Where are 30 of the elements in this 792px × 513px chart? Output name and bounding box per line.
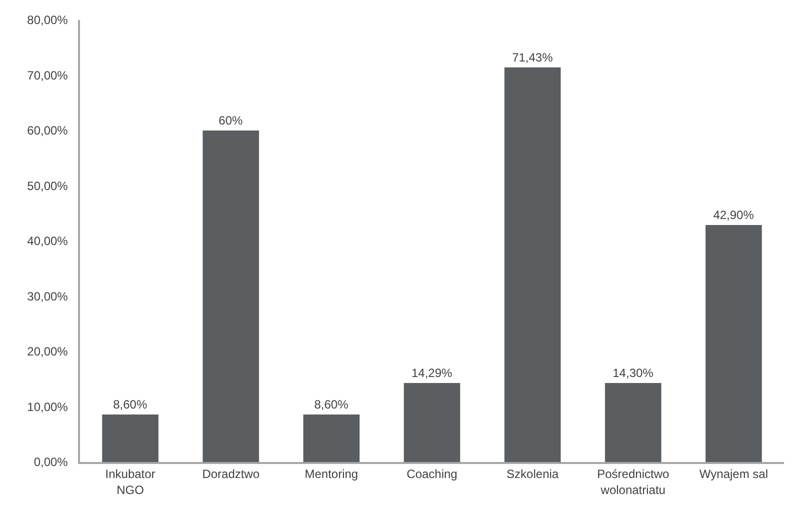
bar [404,383,460,462]
bar [303,414,360,462]
y-tick-label: 50,00% [27,178,68,193]
data-label: 42,90% [713,208,754,222]
x-tick-label: Inkubator NGO [105,467,156,497]
bar [604,382,662,462]
y-tick-label: 80,00% [27,13,68,28]
x-tick-label: Wynajem sal [699,467,768,482]
y-tick-label: 40,00% [27,234,68,248]
y-tick-label: 0,00% [34,455,68,470]
data-label: 71,43% [512,50,554,64]
x-tick-label: Doradztwo [202,467,260,482]
x-tick-label: Coaching [406,467,458,482]
bar [504,67,561,462]
y-tick-label: 70,00% [27,68,68,82]
y-tick-label: 20,00% [27,344,68,359]
data-label: 60% [218,114,244,128]
bar [102,414,158,462]
data-label: 14,29% [411,366,453,380]
x-tick-label: Pośrednictwo wolonatriatu [597,467,670,497]
y-tick-label: 10,00% [27,400,68,414]
data-label: 8,60% [314,397,349,412]
bar [706,224,762,462]
x-tick-label: Szkolenia [506,467,559,482]
data-label: 14,30% [612,366,654,380]
y-tick-label: 60,00% [27,124,68,138]
x-tick-label: Mentoring [304,467,358,482]
y-tick-label: 30,00% [27,289,68,304]
data-label: 8,60% [113,397,148,412]
bar [202,130,260,462]
